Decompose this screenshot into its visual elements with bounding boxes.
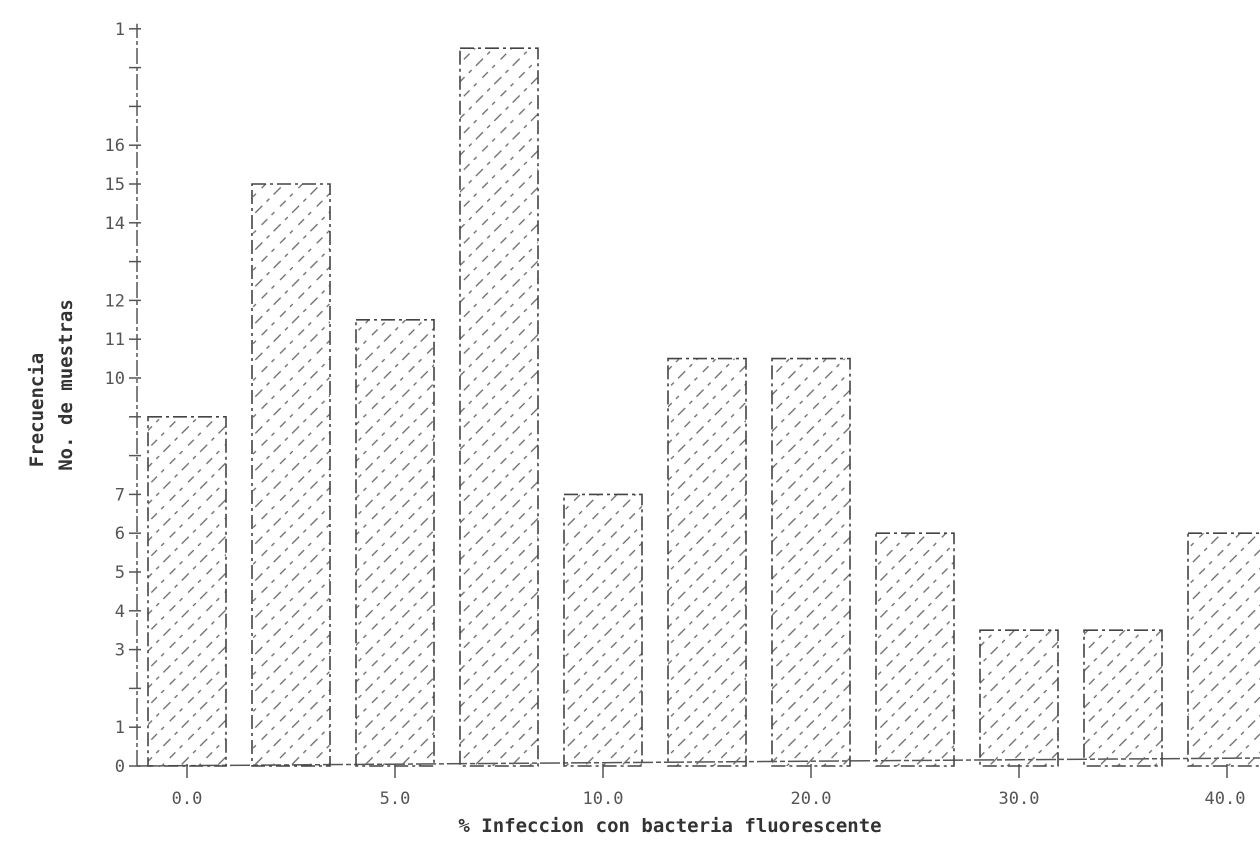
y-tick-label: 3 — [115, 641, 125, 661]
y-tick-label: 11 — [105, 330, 125, 350]
bar — [1083, 629, 1163, 767]
y-tick-label: 14 — [105, 214, 125, 234]
x-tick-label: 20.0 — [791, 789, 832, 809]
y-tick-label: 6 — [115, 524, 125, 544]
x-tick-label: 40.0 — [1205, 789, 1246, 809]
x-tick-label: 0.0 — [172, 789, 203, 809]
y-tick-label: 0 — [115, 757, 125, 777]
bar — [251, 183, 331, 767]
bars — [147, 47, 1260, 767]
y-axis-title-line-2: No. de muestras — [55, 299, 77, 471]
y-tick-label: 10 — [105, 369, 125, 389]
y-tick-label: 16 — [105, 136, 125, 156]
y-tick-label: 5 — [115, 563, 125, 583]
bar — [147, 415, 227, 767]
y-axis — [129, 23, 141, 767]
y-tick-label: 7 — [115, 485, 125, 505]
y-axis-title-line-1: Frecuencia — [26, 353, 48, 467]
bar — [771, 357, 851, 767]
bar — [875, 532, 955, 767]
x-tick-label: 30.0 — [999, 789, 1040, 809]
y-tick-label: 12 — [105, 291, 125, 311]
y-tick-label: 1 — [115, 718, 125, 738]
x-tick-labels: 0.0 5.0 10.0 20.0 30.0 40.0 — [172, 789, 1246, 809]
y-tick-label: 1 — [115, 20, 125, 40]
bar — [979, 629, 1059, 767]
bar — [459, 47, 539, 767]
x-axis-title: % Infeccion con bacteria fluorescente — [458, 815, 881, 837]
x-tick-label: 10.0 — [583, 789, 624, 809]
bar — [355, 318, 435, 767]
y-tick-label: 15 — [105, 175, 125, 195]
bar — [667, 357, 747, 767]
y-tick-labels: 0 1 3 4 5 6 7 10 11 12 14 15 16 1 — [105, 20, 125, 777]
x-tick-label: 5.0 — [380, 789, 411, 809]
bar — [1187, 532, 1260, 767]
bar — [563, 493, 643, 767]
y-tick-label: 4 — [115, 602, 125, 622]
